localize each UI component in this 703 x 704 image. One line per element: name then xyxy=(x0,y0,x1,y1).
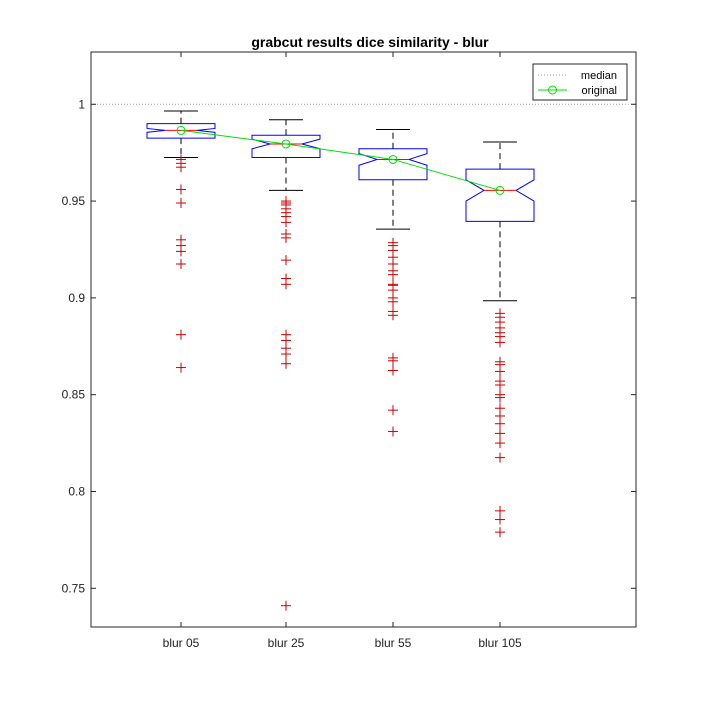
outlier-marker xyxy=(495,452,505,463)
outlier-marker xyxy=(176,162,186,173)
outlier-marker xyxy=(495,527,505,538)
outlier-marker xyxy=(495,428,505,439)
chart-title: grabcut results dice similarity - blur xyxy=(251,34,489,50)
outlier-marker xyxy=(388,426,398,437)
y-tick-label: 0.85 xyxy=(62,388,86,402)
outlier-marker xyxy=(176,258,186,269)
series-point xyxy=(281,139,291,149)
x-tick-label: blur 05 xyxy=(163,636,200,650)
outlier-marker xyxy=(281,232,291,243)
legend-swatch-marker xyxy=(548,85,557,95)
series-point xyxy=(388,154,398,164)
outlier-marker xyxy=(388,296,398,307)
outlier-marker xyxy=(495,514,505,525)
box-4 xyxy=(465,168,535,222)
outlier-marker xyxy=(388,365,398,376)
series-line-original xyxy=(180,129,501,191)
outlier-marker xyxy=(281,255,291,266)
y-tick-label: 0.95 xyxy=(62,194,86,208)
outlier-marker xyxy=(495,438,505,449)
box-1 xyxy=(146,123,216,139)
outlier-marker xyxy=(495,418,505,429)
outlier-marker xyxy=(281,279,291,290)
outlier-marker xyxy=(495,505,505,516)
outlier-marker xyxy=(388,405,398,416)
y-tick-label: 0.75 xyxy=(62,581,86,595)
outlier-marker xyxy=(176,329,186,340)
series-point xyxy=(176,125,186,135)
box-3 xyxy=(358,148,428,181)
outlier-marker xyxy=(388,269,398,280)
outlier-marker xyxy=(176,198,186,209)
y-tick-label: 1 xyxy=(78,97,85,111)
outlier-marker xyxy=(388,310,398,321)
plot-area: 0.75 0.8 0.85 0.9 0.95 1 blur 05 blur 25 blur 55… xyxy=(62,51,637,650)
series-point xyxy=(495,185,505,195)
outlier-marker xyxy=(495,379,505,390)
legend-label: median xyxy=(581,70,617,82)
box-2 xyxy=(251,134,321,159)
outlier-marker xyxy=(495,337,505,348)
outlier-marker xyxy=(495,392,505,403)
x-tick-label: blur 25 xyxy=(268,636,305,650)
outlier-marker xyxy=(388,355,398,366)
outlier-marker xyxy=(495,366,505,377)
outlier-marker xyxy=(281,217,291,228)
axes-frame xyxy=(90,51,637,628)
outlier-marker xyxy=(281,600,291,611)
x-tick-label: blur 105 xyxy=(478,636,522,650)
outlier-marker xyxy=(176,246,186,257)
outlier-marker xyxy=(176,362,186,373)
outlier-marker xyxy=(176,184,186,195)
outlier-marker xyxy=(281,358,291,369)
x-tick-label: blur 55 xyxy=(375,636,412,650)
outlier-marker xyxy=(281,349,291,360)
y-tick-label: 0.8 xyxy=(68,484,85,498)
y-tick-label: 0.9 xyxy=(68,291,85,305)
legend-label: original xyxy=(582,85,617,97)
legend-box xyxy=(532,63,628,101)
